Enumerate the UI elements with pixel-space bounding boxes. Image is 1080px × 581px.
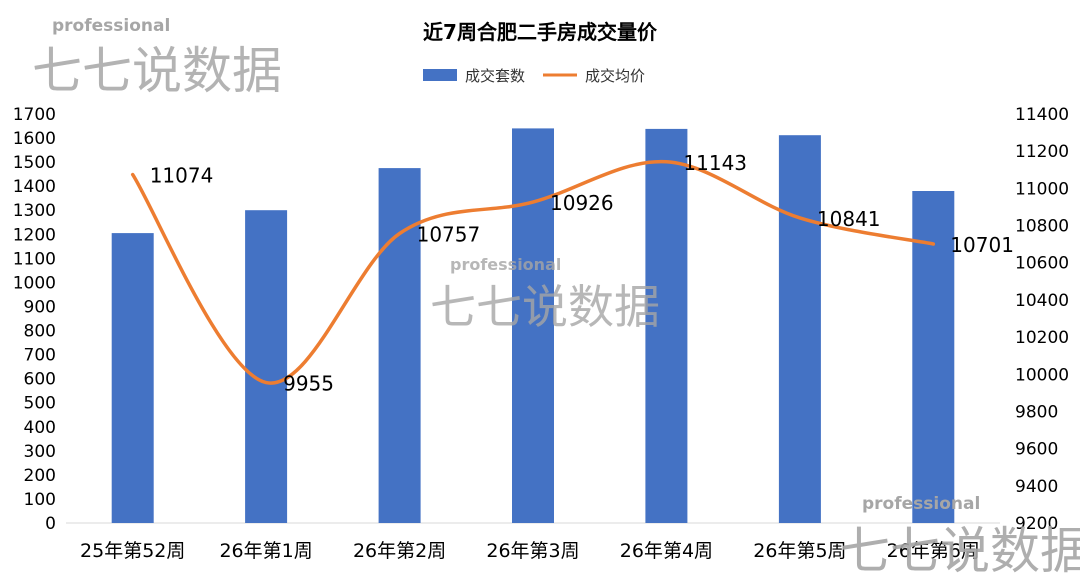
left-tick-label: 700 — [24, 346, 56, 366]
x-tick-label: 25年第52周 — [80, 540, 185, 562]
legend-label-bar: 成交套数 — [465, 67, 525, 85]
svg-text:七七说数据: 七七说数据 — [32, 42, 282, 100]
left-tick-label: 100 — [24, 490, 56, 510]
right-tick-label: 11200 — [1015, 142, 1069, 162]
left-tick-label: 0 — [45, 514, 56, 534]
right-tick-label: 10800 — [1015, 217, 1069, 237]
right-tick-label: 10400 — [1015, 291, 1069, 311]
chart-legend: 成交套数 成交均价 — [423, 67, 645, 85]
left-tick-label: 1000 — [13, 273, 56, 293]
chart-title: 近7周合肥二手房成交量价 — [423, 20, 658, 44]
left-tick-label: 500 — [24, 394, 56, 414]
left-axis-ticks: 0 100 200 300 400 500 600 700 800 900 1000 1100 1200… — [13, 105, 56, 534]
bar-5 — [778, 135, 821, 523]
x-axis-ticks: 25年第52周 26年第1周 26年第2周 26年第3周 26年第4周 26年第5周 26年… — [80, 540, 980, 562]
svg-text:professional: professional — [450, 255, 561, 274]
watermarks: professional 七七说数据 professional 七七说数据 pr… — [32, 16, 1080, 580]
bar-2 — [378, 168, 421, 523]
watermark-bottomright: professional 七七说数据 — [840, 494, 1080, 580]
right-tick-label: 9200 — [1015, 514, 1058, 534]
bar-4 — [645, 128, 688, 523]
right-tick-label: 11400 — [1015, 105, 1069, 125]
legend-swatch-bar — [423, 69, 457, 81]
bar-0 — [111, 233, 154, 523]
watermark-topleft: professional 七七说数据 — [32, 16, 282, 100]
x-tick-label: 26年第1周 — [219, 540, 312, 562]
x-tick-label: 26年第6周 — [887, 540, 980, 562]
right-tick-label: 9600 — [1015, 440, 1058, 460]
svg-text:七七说数据: 七七说数据 — [430, 280, 660, 334]
left-tick-label: 300 — [24, 442, 56, 462]
x-tick-label: 26年第4周 — [620, 540, 713, 562]
legend-label-line: 成交均价 — [585, 67, 645, 85]
x-tick-label: 26年第3周 — [486, 540, 579, 562]
left-tick-label: 1100 — [13, 249, 56, 269]
left-tick-label: 400 — [24, 418, 56, 438]
x-tick-label: 26年第5周 — [753, 540, 846, 562]
bar-3 — [512, 128, 554, 523]
right-tick-label: 11000 — [1015, 179, 1069, 199]
left-tick-label: 1300 — [13, 201, 56, 221]
line-data-label: 10701 — [950, 233, 1014, 257]
line-data-labels: 11074 9955 10757 10926 11143 10841 10701 — [150, 151, 1014, 396]
left-tick-label: 800 — [24, 322, 56, 342]
svg-text:professional: professional — [862, 494, 980, 514]
line-data-label: 10757 — [417, 223, 481, 247]
right-tick-label: 10000 — [1015, 365, 1069, 385]
watermark-center: professional 七七说数据 — [430, 255, 660, 334]
left-tick-label: 1500 — [13, 153, 56, 173]
line-data-label: 11143 — [683, 151, 747, 175]
left-tick-label: 600 — [24, 370, 56, 390]
svg-text:professional: professional — [52, 16, 170, 36]
x-tick-label: 26年第2周 — [353, 540, 446, 562]
line-series-path — [130, 160, 936, 385]
left-tick-label: 900 — [24, 298, 56, 318]
line-data-label: 10926 — [550, 191, 614, 215]
line-data-label: 9955 — [283, 372, 334, 396]
svg-text:七七说数据: 七七说数据 — [840, 522, 1080, 580]
left-tick-label: 200 — [24, 466, 56, 486]
left-tick-label: 1400 — [13, 177, 56, 197]
line-data-label: 10841 — [817, 207, 881, 231]
right-tick-label: 10200 — [1015, 328, 1069, 348]
right-tick-label: 9800 — [1015, 403, 1058, 423]
line-data-label: 11074 — [150, 164, 214, 188]
left-tick-label: 1600 — [13, 129, 56, 149]
left-tick-label: 1200 — [13, 225, 56, 245]
right-tick-label: 9400 — [1015, 477, 1058, 497]
right-tick-label: 10600 — [1015, 254, 1069, 274]
bar-1 — [245, 210, 288, 523]
right-axis-ticks: 9200 9400 9600 9800 10000 10200 10400 10600 1080… — [1015, 105, 1069, 534]
bar-6 — [912, 191, 955, 523]
left-tick-label: 1700 — [13, 105, 56, 125]
